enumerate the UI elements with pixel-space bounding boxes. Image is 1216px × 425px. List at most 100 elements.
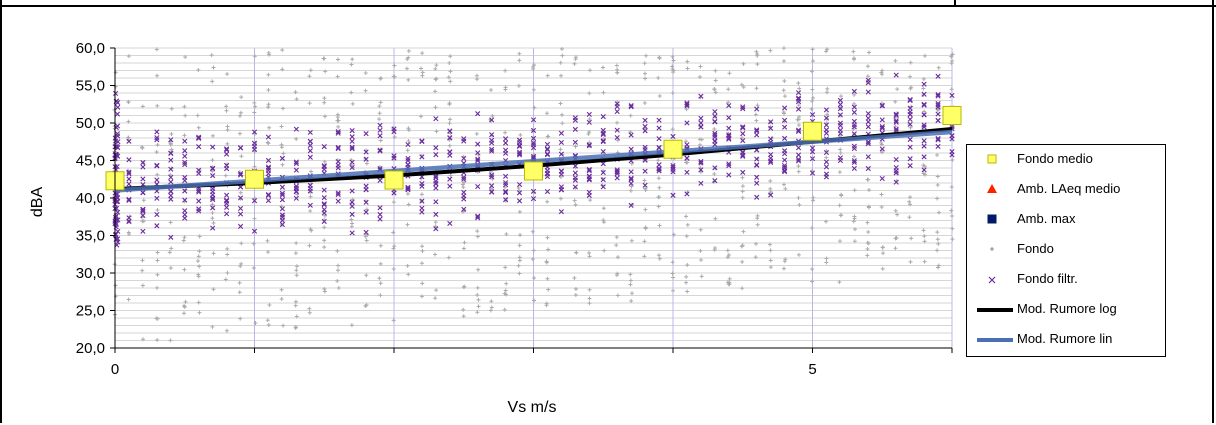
fondo-point — [671, 275, 676, 280]
fondo-filtr-point — [377, 177, 383, 183]
fondo-point — [322, 114, 327, 119]
fondo-filtr-point — [349, 199, 355, 205]
fondo-medio-marker — [245, 169, 264, 189]
fondo-filtr-point — [795, 96, 802, 102]
fondo-point — [406, 128, 411, 133]
fondo-filtr-point — [670, 166, 676, 172]
fondo-point — [560, 121, 565, 126]
fondo-filtr-point — [879, 146, 885, 152]
fondo-point — [293, 303, 298, 308]
fondo-filtr-point — [712, 132, 718, 138]
fondo-filtr-point — [447, 220, 453, 226]
fondo-filtr-point — [586, 166, 592, 173]
fondo-point — [908, 60, 913, 65]
fondo-point — [949, 184, 954, 189]
fondo-filtr-point — [782, 168, 788, 174]
fondo-filtr-point — [377, 216, 383, 222]
fondo-points — [112, 46, 955, 343]
fondo-filtr-point — [754, 180, 760, 186]
fondo-point — [936, 210, 941, 215]
fondo-point — [517, 258, 522, 263]
fondo-filtr-point — [614, 175, 620, 181]
fondo-point — [809, 225, 814, 230]
fondo-filtr-point — [196, 208, 202, 214]
fondo-filtr-point — [293, 167, 299, 173]
fondo-point — [349, 217, 354, 222]
fondo-filtr-point — [837, 101, 843, 108]
fondo-filtr-point — [795, 152, 802, 158]
fondo-point — [642, 254, 647, 259]
fondo-point — [602, 248, 607, 253]
fondo-point — [950, 226, 955, 231]
fondo-point — [935, 230, 940, 235]
fondo-point — [825, 86, 830, 91]
fondo-filtr-point — [684, 155, 690, 161]
fondo-point — [629, 161, 634, 166]
fondo-filtr-point — [782, 169, 788, 175]
fondo-filtr-point — [405, 187, 411, 193]
fondo-point — [740, 175, 745, 180]
fondo-point — [726, 253, 731, 258]
fondo-filtr-point — [600, 148, 606, 155]
fondo-filtr-point — [628, 180, 634, 187]
fondo-filtr-point — [154, 212, 160, 218]
fondo-filtr-point — [210, 225, 216, 231]
fondo-filtr-point — [586, 177, 592, 183]
fondo-filtr-point — [475, 156, 481, 162]
fondo-filtr-point — [433, 211, 439, 217]
fondo-point — [516, 263, 521, 268]
fondo-filtr-point — [140, 208, 146, 214]
fondo-point — [810, 279, 815, 284]
fondo-filtr-point — [115, 99, 121, 106]
fondo-filtr-point — [307, 188, 313, 194]
fondo-point — [504, 281, 509, 286]
fondo-point — [181, 238, 186, 243]
fondo-point — [279, 142, 284, 147]
fondo-point — [517, 58, 522, 63]
fondo-filtr-point — [405, 185, 411, 191]
fondo-point — [880, 251, 885, 256]
fondo-filtr-point — [224, 151, 230, 157]
fondo-filtr-point — [628, 132, 634, 138]
fondo-filtr-point — [140, 159, 146, 166]
fondo-filtr-point — [754, 194, 760, 200]
fondo-point — [852, 239, 857, 244]
fondo-filtr-point — [182, 138, 188, 144]
fondo-filtr-point — [377, 122, 383, 128]
fondo-point — [573, 293, 578, 298]
fondo-point — [462, 180, 467, 185]
fondo-filtr-point — [516, 149, 523, 155]
fondo-filtr-point — [140, 176, 146, 182]
fondo-point — [183, 299, 188, 304]
fondo-filtr-point — [115, 145, 121, 151]
fondo-point — [643, 225, 648, 230]
fondo-filtr-point — [307, 182, 313, 188]
fondo-point — [391, 200, 396, 205]
fondo-filtr-point — [614, 108, 620, 115]
fondo-filtr-point — [698, 120, 704, 126]
fondo-point — [322, 100, 327, 105]
fondo-point — [754, 118, 759, 123]
fondo-filtr-point — [307, 154, 313, 160]
fondo-filtr-point — [321, 195, 327, 201]
fondo-point — [880, 72, 885, 77]
fondo-filtr-point — [726, 115, 732, 121]
fondo-point — [251, 266, 256, 271]
fondo-filtr-point — [698, 124, 704, 130]
fondo-point — [237, 290, 242, 295]
fondo-point — [489, 88, 494, 93]
fondo-filtr-point — [851, 109, 857, 115]
fondo-filtr-point — [475, 184, 481, 190]
fondo-filtr-point — [182, 208, 188, 214]
fondo-filtr-point — [503, 197, 509, 203]
legend-symbol — [977, 338, 1013, 342]
fondo-filtr-point — [114, 131, 121, 137]
fondo-filtr-point — [893, 118, 899, 124]
fondo-point — [377, 276, 382, 281]
fondo-point — [155, 142, 160, 147]
fondo-point — [712, 87, 717, 92]
fondo-point — [225, 124, 230, 129]
fondo-point — [656, 195, 661, 200]
fondo-filtr-point — [837, 112, 843, 118]
legend-label: Fondo medio — [1017, 151, 1093, 166]
